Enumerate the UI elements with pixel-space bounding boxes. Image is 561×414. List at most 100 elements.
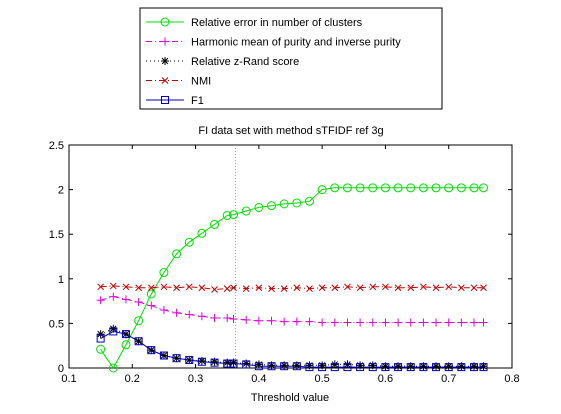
series-2-point-shape [330, 318, 339, 327]
series-5-point [96, 334, 105, 343]
series-2-point [254, 316, 263, 325]
series-4-point [369, 283, 377, 291]
series-3-point [368, 361, 377, 370]
series-1-point [279, 199, 289, 209]
series-1-point-shape [241, 206, 251, 216]
series-5-point [134, 337, 143, 346]
series-2-point-shape [457, 318, 466, 327]
series-5-point-shape [444, 363, 453, 372]
series-1-point [267, 201, 277, 211]
series-4-point [97, 283, 104, 291]
series-4-point-shape [293, 284, 301, 292]
series-1-point [222, 210, 232, 220]
series-1-point [292, 198, 302, 208]
series-1-point-shape [317, 185, 327, 195]
series-1-point [479, 183, 489, 193]
series-5-point-shape [368, 363, 377, 372]
series-5-point [197, 357, 206, 366]
series-4-point-shape [109, 282, 117, 290]
series-2-point-shape [356, 318, 365, 327]
series-5-point [343, 363, 352, 372]
series-4-point-shape [198, 284, 206, 292]
x-axis-label: Threshold value [251, 392, 329, 404]
series-3-point-shape [479, 362, 488, 371]
series-3-point-shape [267, 361, 276, 370]
series-5-point-shape [356, 363, 365, 372]
series-3-point [470, 362, 479, 371]
series-3-point-shape [185, 355, 194, 364]
series-1-point-shape [134, 316, 144, 326]
series-5-point [432, 363, 441, 372]
series-5-point [330, 363, 339, 372]
series-3-point [96, 330, 105, 339]
series-2-point [479, 318, 488, 327]
series-3-point [121, 330, 130, 339]
legend-box [139, 7, 443, 110]
series-1-point-shape [431, 183, 441, 193]
series-line-4 [100, 285, 484, 291]
series-5-point [444, 363, 453, 372]
series-4-point [230, 284, 237, 292]
series-4-point-shape [185, 283, 193, 291]
series-5-point-shape [394, 363, 403, 372]
series-1-point [380, 183, 390, 193]
series-2-point [368, 318, 377, 327]
series-2-point-shape [159, 306, 168, 315]
series-4-point [268, 285, 275, 292]
series-4-point [109, 282, 117, 290]
series-2-point-shape [147, 301, 156, 310]
series-2-point-shape [280, 317, 289, 326]
series-1-point [197, 228, 207, 238]
series-1-point [229, 210, 239, 220]
series-3-point [432, 362, 441, 371]
series-3-point [242, 359, 251, 368]
series-1-point-shape [108, 363, 118, 373]
series-4-point [470, 284, 478, 292]
series-1-point-shape [406, 183, 416, 193]
series-2-point [96, 296, 105, 305]
series-2-point-shape [368, 318, 377, 327]
series-5-point-shape [419, 363, 428, 372]
series-3-point-shape [330, 360, 339, 369]
legend-marker-shape [161, 37, 169, 46]
series-4-point-shape [242, 285, 250, 292]
series-1-point [406, 183, 416, 193]
series-4-point [223, 285, 231, 292]
series-1-point-shape [96, 344, 106, 354]
series-5-point-shape [134, 337, 143, 346]
series-4-point-shape [147, 284, 155, 292]
series-2-point-shape [394, 318, 403, 327]
series-5-point-shape [381, 363, 390, 372]
series-5-point-shape [470, 363, 479, 372]
series-4-point-shape [420, 283, 427, 291]
series-5-point [305, 363, 314, 372]
series-2-point-shape [406, 318, 415, 327]
series-4-point [255, 284, 263, 292]
chart-title: FI data set with method sTFIDF ref 3g [198, 125, 383, 137]
series-5-point-shape [109, 327, 118, 336]
series-3-point [109, 324, 118, 333]
series-1-point-shape [330, 183, 340, 193]
legend-marker-shape [161, 57, 169, 65]
series-4-point [211, 286, 218, 293]
series-3-point [267, 361, 276, 370]
series-1-point-shape [222, 210, 232, 220]
series-4-point-shape [173, 284, 180, 292]
series-3-point [419, 362, 428, 371]
series-2-point [210, 314, 219, 323]
series-1-point [418, 183, 428, 193]
series-2-point-shape [172, 308, 181, 317]
series-1-point [96, 344, 106, 354]
series-5-point-shape [172, 354, 181, 363]
series-1-point [159, 268, 169, 278]
series-2-point [406, 318, 415, 327]
series-5-point [210, 358, 219, 367]
series-1-point [431, 183, 441, 193]
series-1-point [121, 340, 131, 350]
series-5-point-shape [147, 346, 156, 355]
series-4-point-shape [369, 283, 377, 291]
series-5-point-shape [292, 362, 301, 371]
series-1-point [393, 183, 403, 193]
series-4-point [185, 283, 193, 291]
